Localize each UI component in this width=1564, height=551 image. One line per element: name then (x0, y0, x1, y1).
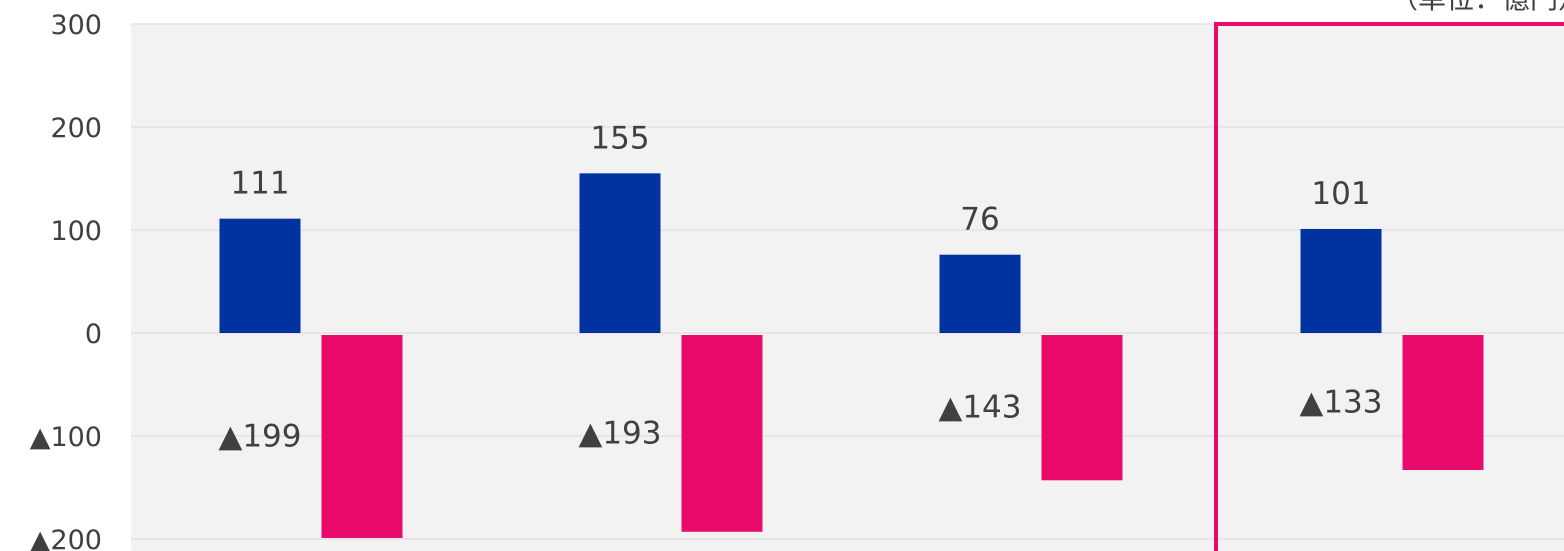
negative-bar (1041, 335, 1123, 481)
positive-bar (579, 173, 661, 333)
positive-bar (1300, 228, 1382, 333)
highlight-frame (1214, 22, 1564, 551)
y-tick-label: 200 (50, 113, 102, 144)
positive-bar-value-label: 111 (230, 166, 289, 202)
positive-bar (939, 254, 1021, 333)
negative-bar (1402, 335, 1484, 470)
negative-bar-value-label: ▲199 (218, 418, 301, 454)
positive-bar-value-label: 155 (590, 120, 649, 156)
positive-bar-value-label: 76 (960, 202, 999, 238)
y-tick-label: ▲100 (30, 422, 102, 453)
y-tick-label: 100 (50, 216, 102, 247)
negative-bar (321, 335, 403, 538)
unit-note: （単位：億円） (1390, 0, 1564, 15)
positive-bar (219, 218, 301, 333)
negative-bar-value-label: ▲193 (578, 415, 661, 451)
positive-bar-value-label: 101 (1311, 176, 1370, 212)
y-tick-label: 300 (50, 10, 102, 41)
y-tick-label: ▲200 (30, 525, 102, 551)
negative-bar-value-label: ▲133 (1299, 384, 1382, 420)
negative-bar-value-label: ▲143 (938, 390, 1021, 426)
y-tick-label: 0 (85, 319, 102, 350)
negative-bar (681, 335, 763, 532)
